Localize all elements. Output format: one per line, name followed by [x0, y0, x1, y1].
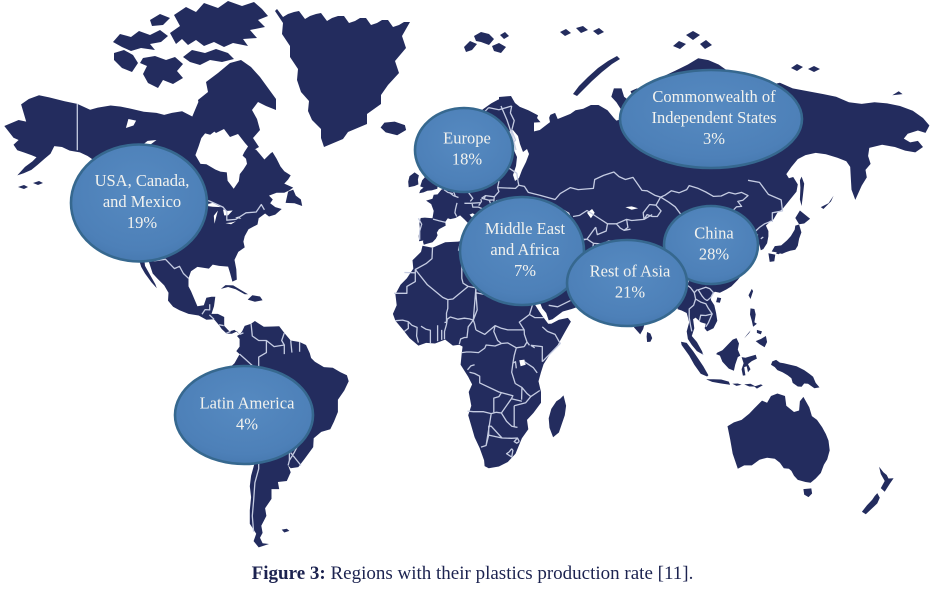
- svg-text:Commonwealth of: Commonwealth of: [652, 87, 776, 106]
- svg-text:18%: 18%: [452, 149, 483, 168]
- svg-text:19%: 19%: [127, 213, 158, 232]
- svg-text:Europe: Europe: [443, 128, 491, 147]
- svg-text:4%: 4%: [236, 414, 258, 433]
- svg-text:Independent States: Independent States: [651, 108, 776, 127]
- svg-text:USA, Canada,: USA, Canada,: [95, 171, 190, 190]
- svg-text:Latin America: Latin America: [200, 393, 296, 412]
- svg-text:and Africa: and Africa: [490, 240, 560, 259]
- svg-text:and Mexico: and Mexico: [103, 192, 181, 211]
- svg-text:3%: 3%: [703, 129, 725, 148]
- svg-text:Middle East: Middle East: [485, 219, 566, 238]
- svg-text:China: China: [694, 223, 734, 242]
- svg-text:7%: 7%: [514, 261, 536, 280]
- svg-text:28%: 28%: [699, 244, 730, 263]
- svg-text:21%: 21%: [615, 282, 646, 301]
- svg-text:Rest of Asia: Rest of Asia: [590, 261, 671, 280]
